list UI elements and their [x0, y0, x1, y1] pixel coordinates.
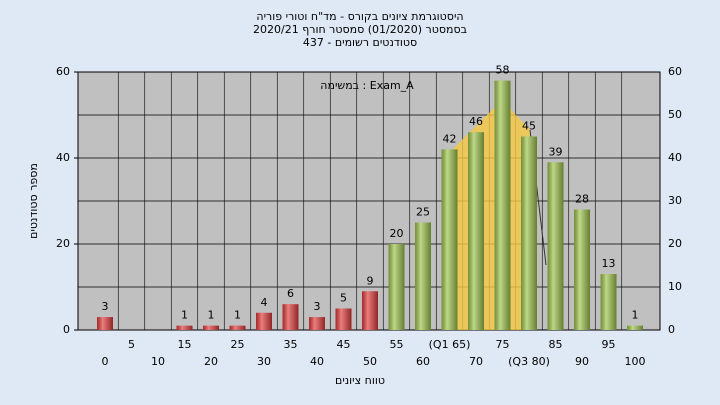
y-axis-label: מספר סטודנטים: [27, 163, 40, 239]
value-label: 5: [340, 292, 347, 305]
title-line: היסטוגרמת ציונים בקורס - מד"ח וטורי פורי…: [256, 10, 463, 23]
y2-tick-label: 60: [668, 65, 682, 78]
bar-shade: [203, 325, 219, 330]
x-tick-label: 10: [151, 355, 165, 368]
value-label: 39: [549, 145, 563, 158]
x-tick-label: 100: [625, 355, 646, 368]
x-tick-label: 55: [390, 338, 404, 351]
x-tick-label: 25: [231, 338, 245, 351]
x-tick-label: 20: [204, 355, 218, 368]
y2-tick-label: 40: [668, 151, 682, 164]
x-tick-label: 90: [575, 355, 589, 368]
bar-shade: [415, 222, 431, 330]
annotation: במשימה : Exam_A: [320, 79, 414, 92]
bar-shade: [600, 274, 617, 330]
x-tick-label: 85: [549, 338, 563, 351]
value-label: 1: [208, 309, 215, 322]
x-tick-label: (Q3 80): [508, 355, 550, 368]
value-label: 20: [390, 227, 404, 240]
bar-shade: [282, 304, 299, 330]
x-tick-label: 0: [102, 355, 109, 368]
y2-tick-label: 0: [668, 323, 675, 336]
value-label: 58: [496, 64, 510, 77]
x-tick-label: 70: [469, 355, 483, 368]
bar-shade: [256, 312, 272, 330]
value-label: 1: [234, 309, 241, 322]
bar-shade: [441, 149, 458, 330]
value-label: 42: [443, 132, 457, 145]
y2-tick-label: 10: [668, 280, 682, 293]
bar-shade: [521, 136, 537, 330]
bar-shade: [335, 308, 352, 330]
value-label: 3: [102, 300, 109, 313]
y2-tick-label: 30: [668, 194, 682, 207]
x-tick-label: 30: [257, 355, 271, 368]
x-tick-label: 35: [284, 338, 298, 351]
title-line: סטודנטים רשומים - 437: [303, 36, 417, 49]
bar-shade: [494, 80, 511, 330]
bar-shade: [547, 162, 564, 330]
x-tick-label: 5: [128, 338, 135, 351]
bar-shade: [574, 209, 590, 330]
y-tick-label: 40: [56, 151, 70, 164]
value-label: 25: [416, 206, 430, 219]
x-tick-label: 95: [602, 338, 616, 351]
bar-shade: [176, 325, 193, 330]
x-tick-label: 75: [496, 338, 510, 351]
y-tick-label: 0: [63, 323, 70, 336]
x-tick-label: 50: [363, 355, 377, 368]
x-tick-label: 45: [337, 338, 351, 351]
bar-shade: [97, 317, 113, 330]
bar-shade: [362, 291, 378, 330]
x-axis-label: טווח ציונים: [335, 374, 385, 387]
value-label: 9: [367, 274, 374, 287]
value-label: 1: [632, 309, 639, 322]
bar-shade: [468, 132, 484, 330]
value-label: 45: [522, 120, 536, 133]
bar-shade: [388, 244, 405, 330]
x-tick-label: 15: [178, 338, 192, 351]
bar-shade: [229, 325, 246, 330]
x-tick-label: 40: [310, 355, 324, 368]
x-tick-label: (Q1 65): [429, 338, 471, 351]
y-tick-label: 20: [56, 237, 70, 250]
bar-shade: [309, 317, 325, 330]
value-label: 13: [602, 257, 616, 270]
y2-tick-label: 50: [668, 108, 682, 121]
y-tick-label: 60: [56, 65, 70, 78]
x-tick-label: 60: [416, 355, 430, 368]
value-label: 28: [575, 193, 589, 206]
value-label: 4: [261, 296, 268, 309]
value-label: 46: [469, 115, 483, 128]
value-label: 3: [314, 300, 321, 313]
y2-tick-label: 20: [668, 237, 682, 250]
bar-shade: [627, 325, 643, 330]
value-label: 6: [287, 287, 294, 300]
title-line: בסמסטר (01/2020) סמסטר חורף 2020/21: [253, 23, 467, 36]
value-label: 1: [181, 309, 188, 322]
